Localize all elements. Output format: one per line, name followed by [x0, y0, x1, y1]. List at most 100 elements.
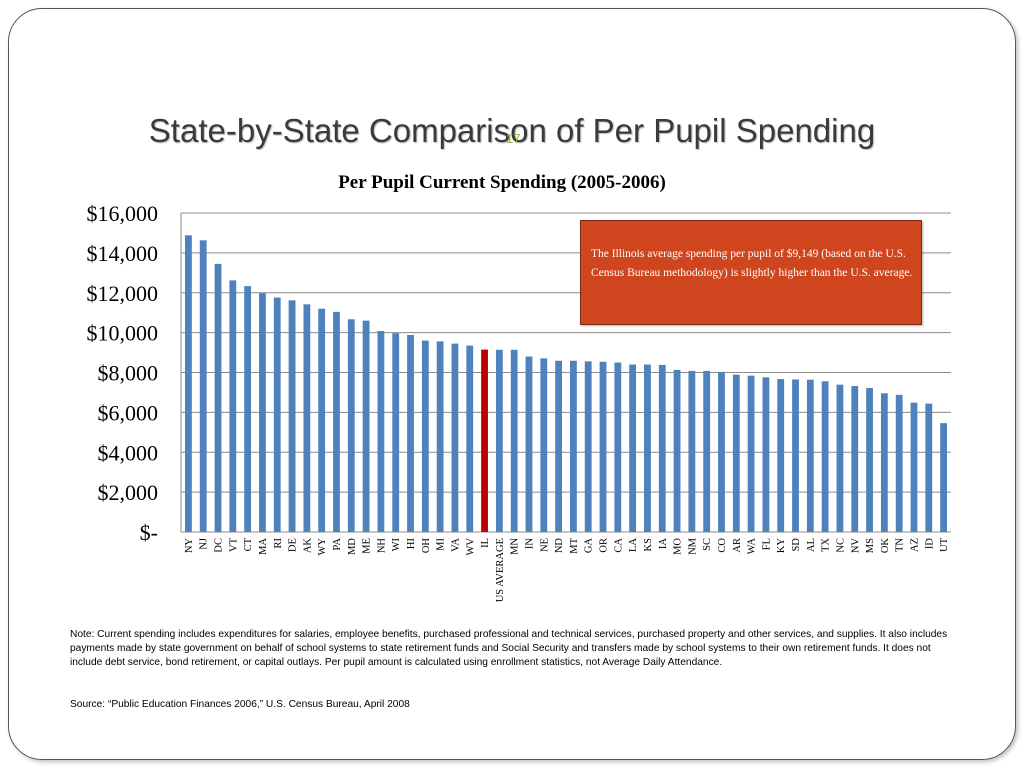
bar-ne [540, 358, 548, 532]
bar-nj [199, 240, 207, 532]
x-tick-label: RI [273, 537, 284, 548]
x-tick-label: US AVERAGE [495, 538, 506, 602]
x-tick-label: HI [406, 538, 417, 550]
x-tick-label: AR [732, 538, 743, 553]
x-tick-label: MA [258, 538, 269, 555]
bar-nh [377, 331, 385, 532]
x-tick-label: MN [510, 538, 521, 555]
bar-mn [510, 349, 518, 532]
bar-fl [762, 377, 770, 532]
bar-nc [836, 384, 844, 532]
x-tick-label: NM [687, 537, 698, 555]
x-tick-label: ME [362, 538, 373, 554]
x-tick-label: CA [613, 538, 624, 553]
y-tick-label: $8,000 [98, 361, 159, 386]
bar-pa [333, 311, 340, 532]
bar-mo [673, 369, 681, 532]
x-tick-label: NE [539, 538, 550, 552]
bar-ri [273, 297, 281, 532]
x-tick-label: IN [524, 538, 535, 549]
x-tick-label: WV [465, 538, 476, 556]
bar-ok [880, 393, 888, 532]
y-tick-label: $10,000 [87, 321, 159, 346]
x-tick-label: LA [628, 538, 639, 552]
bar-dc [214, 263, 222, 532]
bar-wi [392, 333, 400, 532]
x-tick-label: OK [880, 538, 891, 554]
bar-ca [614, 362, 622, 532]
x-tick-label: NJ [199, 538, 210, 550]
x-tick-label: WY [317, 538, 328, 556]
slide-frame [8, 8, 1016, 760]
bar-ut [940, 423, 948, 532]
bar-oh [421, 340, 429, 532]
x-tick-label: SC [702, 538, 713, 551]
bar-il [481, 349, 488, 532]
x-tick-label: TN [895, 538, 906, 552]
slide-number: 17 [506, 131, 521, 146]
x-tick-label: IL [480, 538, 491, 548]
y-axis-tick-labels: $- $2,000 $4,000 $6,000 $8,000 $10,000 $12,000… [87, 201, 159, 545]
bar-ar [732, 374, 740, 532]
x-tick-label: MO [673, 538, 684, 555]
x-tick-label: GA [584, 538, 595, 554]
bar-ga [584, 361, 592, 532]
x-tick-label: IA [658, 538, 669, 549]
x-tick-label: MS [865, 538, 876, 553]
bar-wa [747, 375, 755, 532]
bar-sc [703, 370, 711, 532]
bar-wv [466, 345, 474, 532]
y-tick-label: $2,000 [98, 480, 159, 505]
x-tick-label: MT [569, 537, 580, 553]
bar-md [347, 319, 355, 532]
bar-ct [244, 286, 252, 532]
x-tick-label: UT [939, 537, 950, 552]
bars [184, 235, 948, 532]
x-tick-label: CT [243, 537, 254, 551]
x-tick-label: KY [776, 538, 787, 554]
x-tick-label: VA [450, 538, 461, 552]
x-tick-label: ND [554, 538, 565, 554]
x-tick-label: PA [332, 538, 343, 551]
x-tick-label: KS [643, 538, 654, 552]
y-tick-label: $14,000 [87, 241, 159, 266]
y-tick-label: $- [140, 520, 158, 545]
x-tick-label: VT [228, 537, 239, 552]
bar-ks [644, 364, 651, 532]
footnote: Note: Current spending includes expendit… [70, 629, 948, 668]
y-tick-label: $16,000 [87, 201, 159, 226]
bar-az [910, 402, 918, 532]
bar-ia [658, 364, 666, 532]
x-tick-label: FL [761, 538, 772, 550]
y-tick-label: $6,000 [98, 400, 159, 425]
x-tick-label: OH [421, 538, 432, 554]
bar-mi [436, 341, 444, 532]
bar-sd [792, 379, 799, 532]
bar-tx [821, 381, 829, 532]
bar-in [525, 356, 533, 532]
x-tick-label: AZ [909, 538, 920, 552]
bar-or [599, 361, 607, 532]
x-tick-label: OR [599, 538, 610, 553]
x-tick-label: NY [184, 538, 195, 554]
x-tick-label: NH [376, 538, 387, 554]
bar-vt [229, 280, 237, 532]
x-tick-label: MI [436, 538, 447, 551]
bar-al [806, 379, 814, 532]
x-tick-label: NC [835, 538, 846, 553]
bar-hi [407, 335, 414, 532]
chart-title: Per Pupil Current Spending (2005-2006) [338, 172, 666, 193]
bar-nm [688, 370, 696, 532]
bar-mt [569, 360, 577, 532]
x-tick-label: WI [391, 538, 402, 552]
bar-la [629, 364, 637, 532]
bar-nv [851, 386, 859, 532]
x-tick-label: DC [214, 538, 225, 553]
x-tick-label: AK [302, 538, 313, 554]
x-tick-label: AL [806, 538, 817, 552]
x-tick-label: TX [821, 538, 832, 552]
bar-tn [895, 394, 903, 532]
source-citation: Source: “Public Education Finances 2006,… [70, 699, 410, 710]
x-tick-label: ID [924, 538, 935, 549]
